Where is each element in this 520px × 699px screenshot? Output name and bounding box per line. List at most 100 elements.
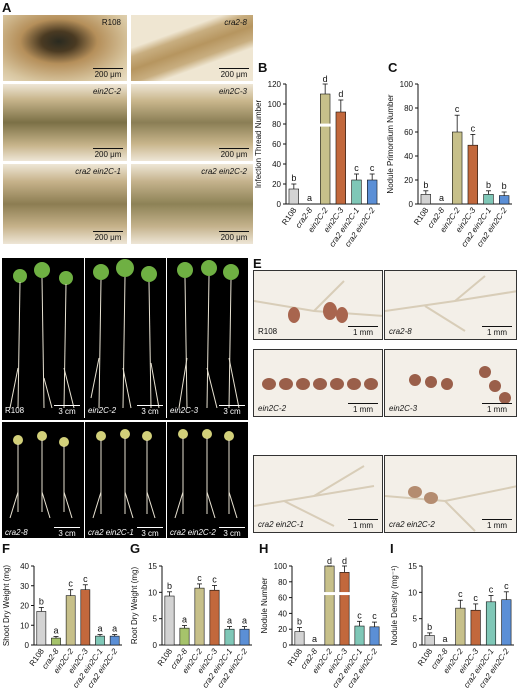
scale-bar: 200 μm — [93, 148, 123, 159]
nodule-label: ein2C-3 — [389, 404, 418, 413]
scale-bar: 1 mm — [482, 326, 512, 337]
significance-letter: a — [182, 615, 187, 625]
bar-r108 — [294, 631, 305, 646]
y-tick-label: 40 — [278, 609, 287, 618]
y-tick-label: 80 — [404, 104, 413, 113]
plant-drawing — [92, 429, 156, 519]
y-tick-label: 40 — [272, 160, 281, 169]
y-tick-label: 5 — [413, 615, 418, 624]
y-axis-label: Nodule Number — [260, 577, 269, 633]
scale-bar: 200 μm — [219, 68, 249, 79]
y-axis-label: Nodule Density (mg⁻¹) — [390, 565, 399, 645]
micrograph-ein2c-3: ein2C-3 200 μm — [130, 83, 254, 162]
bar-cra2-ein2c-1 — [351, 179, 362, 205]
bar-r108 — [420, 194, 431, 205]
plant-label: cra2 ein2C-2 — [170, 528, 216, 537]
scale-bar: 200 μm — [93, 231, 123, 242]
plant-drawing — [177, 260, 240, 409]
bar-cra2-ein2c-1 — [95, 635, 105, 646]
bar-ein2c-3 — [209, 589, 220, 646]
panel-letter-h: H — [259, 541, 269, 556]
y-axis-label: Nodule Primordium Number — [386, 94, 395, 193]
scale-bar: 200 μm — [219, 148, 249, 159]
scale-bar: 1 mm — [348, 519, 378, 530]
significance-letter: a — [442, 634, 447, 644]
micrograph-label: cra2 ein2C-2 — [201, 167, 247, 176]
bar-ein2c-2 — [194, 587, 205, 646]
bar-cra2-ein2c-1 — [224, 628, 235, 646]
significance-letter: c — [83, 574, 88, 584]
y-tick-label: 100 — [400, 80, 414, 89]
significance-letter: a — [439, 193, 444, 203]
y-tick-label: 20 — [20, 602, 29, 611]
y-tick-label: 0 — [283, 641, 288, 650]
significance-letter: c — [212, 574, 217, 584]
y-axis-label: Root Dry Weight (mg) — [130, 567, 139, 645]
bar-cra2-ein2c-2 — [501, 599, 512, 646]
scale-bar: 1 mm — [482, 403, 512, 414]
significance-letter: d — [323, 74, 328, 84]
bar-cra2-ein2c-2 — [239, 628, 250, 646]
y-tick-label: 10 — [148, 588, 157, 597]
micrograph-cra2-ein2c-2: cra2 ein2C-2 200 μm — [130, 163, 254, 245]
nodule-photo-r108: R108 1 mm — [253, 270, 383, 340]
significance-letter: c — [489, 584, 494, 594]
nodule-label: cra2 ein2C-2 — [389, 520, 435, 529]
significance-letter: b — [502, 181, 507, 191]
bar-ein2c-2 — [452, 131, 463, 205]
scale-bar: 3 cm — [137, 405, 163, 416]
bar-cra2-ein2c-2 — [367, 179, 378, 205]
y-tick-label: 0 — [153, 641, 158, 650]
nodule-drawing — [385, 485, 516, 532]
y-tick-label: 20 — [404, 176, 413, 185]
bar-ein2c-2 — [324, 565, 335, 646]
significance-letter: d — [327, 556, 332, 566]
scale-bar: 1 mm — [348, 326, 378, 337]
y-tick-label: 5 — [153, 615, 158, 624]
panel-letter-i: I — [390, 541, 394, 556]
nodule-drawing — [254, 280, 382, 323]
y-tick-label: 40 — [404, 152, 413, 161]
nodule-drawing — [262, 378, 378, 390]
bar-ein2c-3 — [335, 111, 346, 205]
micrograph-ein2c-2: ein2C-2 200 μm — [2, 83, 128, 162]
micrograph-label: ein2C-3 — [218, 87, 247, 96]
significance-letter: d — [338, 89, 343, 99]
y-tick-label: 80 — [278, 578, 287, 587]
y-tick-label: 15 — [408, 562, 417, 571]
panel-letter-f: F — [2, 541, 10, 556]
y-tick-label: 10 — [20, 621, 29, 630]
nodule-label: R108 — [258, 327, 278, 336]
significance-letter: c — [68, 579, 73, 589]
significance-letter: b — [423, 180, 428, 190]
bar-cra2-8 — [179, 627, 190, 646]
bar-ein2c-3 — [467, 144, 478, 205]
plant-photo-cra2-ein2c-2: cra2 ein2C-2 3 cm — [166, 420, 249, 540]
panel-letter-g: G — [130, 541, 141, 556]
scale-bar: 1 mm — [482, 519, 512, 530]
bar-ein2c-3 — [80, 589, 91, 646]
panel-letter-c: C — [388, 60, 398, 75]
axis-break — [323, 592, 336, 596]
plant-photo-cra2-ein2c-1: cra2 ein2C-1 3 cm — [84, 420, 167, 540]
panel-d-plants: R108 3 cm ein2C-2 3 cm ein2C-3 3 cm — [2, 258, 249, 540]
bar-r108 — [288, 188, 299, 205]
y-tick-label: 40 — [20, 562, 29, 571]
significance-letter: b — [39, 596, 44, 606]
bar-ein2c-3 — [339, 572, 350, 646]
y-tick-label: 20 — [272, 180, 281, 189]
nodule-photo-ein2c-2: ein2C-2 1 mm — [253, 349, 383, 417]
y-tick-label: 100 — [274, 562, 288, 571]
plant-label: cra2 ein2C-1 — [88, 528, 134, 537]
y-axis-label: Infection Thread Number — [254, 99, 263, 188]
bar-cra2-ein2c-2 — [499, 195, 510, 205]
significance-letter: b — [291, 173, 296, 183]
nodule-drawing — [254, 465, 375, 527]
plant-photo-ein2c-2: ein2C-2 3 cm — [84, 258, 167, 418]
bar-cra2-ein2c-1 — [485, 601, 497, 646]
